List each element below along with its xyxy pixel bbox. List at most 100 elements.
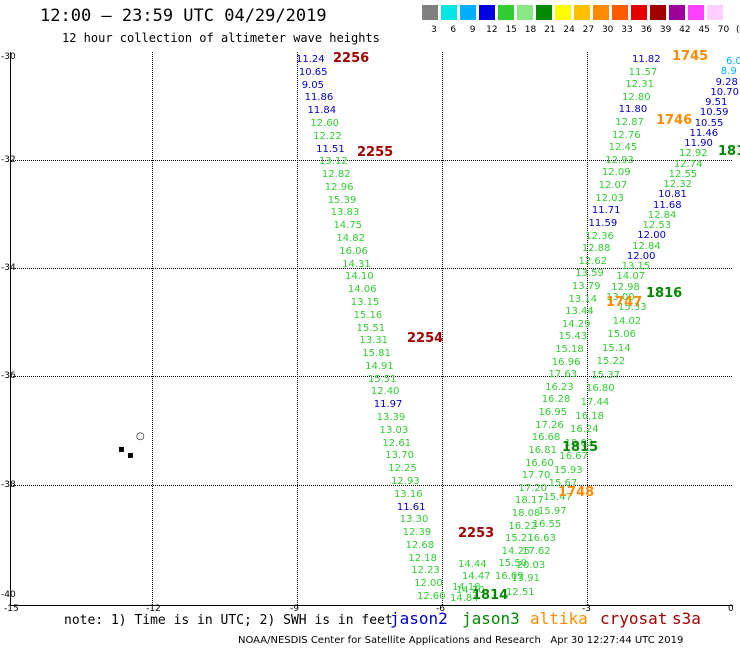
wave-height-value: 14.91 xyxy=(365,360,394,372)
legend-swatch xyxy=(422,5,438,20)
wave-height-value: 12.84 xyxy=(647,209,677,221)
wave-height-value: 16.63 xyxy=(527,532,556,544)
wave-height-value: 12.03 xyxy=(595,192,624,204)
wave-height-value: 12.36 xyxy=(585,230,614,242)
legend-label: 21 xyxy=(544,25,556,35)
wave-height-value: 14.07 xyxy=(616,271,646,283)
wave-height-value: 13.15 xyxy=(350,296,380,308)
longitude-gridline xyxy=(152,52,153,605)
island-marker: ▪ xyxy=(127,450,134,461)
wave-height-value: 11.82 xyxy=(632,54,661,65)
wave-height-value: 12.00 xyxy=(637,230,666,242)
wave-height-value: 12.92 xyxy=(679,148,708,160)
wave-height-value: 12.82 xyxy=(321,169,351,181)
legend-label: 33 xyxy=(621,25,633,35)
mission-jason3: jason3 xyxy=(462,609,520,628)
wave-height-value: 10.81 xyxy=(658,189,687,201)
legend-swatch xyxy=(631,5,647,20)
wave-height-value: 15.51 xyxy=(356,322,386,334)
lon-tick-label: -3 xyxy=(582,604,591,614)
legend-label: 3 xyxy=(431,25,437,35)
wave-height-value: 11.57 xyxy=(628,66,658,78)
wave-height-value: 18.03 xyxy=(564,437,594,449)
wave-height-value: 10.59 xyxy=(699,107,729,119)
legend-label: 9 xyxy=(469,25,476,35)
wave-height-value: 12.09 xyxy=(601,167,631,179)
wave-height-value: 14.18 xyxy=(452,582,481,593)
wave-height-value: 12.00 xyxy=(414,578,443,590)
wave-height-value: 17.63 xyxy=(548,369,578,381)
wave-height-value: 15.51 xyxy=(368,373,397,385)
wave-height-value: 10.70 xyxy=(710,86,739,98)
wave-height-value: 11.51 xyxy=(316,143,345,155)
wave-height-value: 11.68 xyxy=(652,199,682,211)
legend-swatch xyxy=(669,5,685,20)
wave-height-value: 13.00 xyxy=(606,292,635,303)
wave-height-value: 13.70 xyxy=(385,450,414,462)
pass-time-label: 1747 xyxy=(606,295,643,310)
wave-height-value: 11.84 xyxy=(307,105,337,117)
wave-height-value: 12.40 xyxy=(370,386,400,398)
wave-height-value: 13.39 xyxy=(376,412,406,423)
wave-height-value: 12.60 xyxy=(417,591,446,602)
wave-height-value: 12.55 xyxy=(668,168,698,180)
wave-height-value: 6.0 xyxy=(726,56,740,67)
longitude-gridline xyxy=(442,52,443,605)
pass-time-label: 2254 xyxy=(407,331,444,346)
wave-height-value: 13.15 xyxy=(621,261,651,273)
wave-height-value: 14.25 xyxy=(501,545,531,557)
wave-height-value: 18.08 xyxy=(511,507,541,519)
wave-height-value: 12.32 xyxy=(663,179,693,191)
latitude-gridline xyxy=(10,268,732,269)
wave-height-value: 16.24 xyxy=(570,424,599,436)
wave-height-value: 12.45 xyxy=(608,142,638,154)
legend-label: 15 xyxy=(505,25,517,35)
pass-time-label: 1815 xyxy=(562,440,599,455)
lat-tick-label: -40 xyxy=(1,590,16,600)
legend-label: 6 xyxy=(450,25,457,35)
lat-tick-label: -38 xyxy=(1,480,16,490)
wave-height-value: 17.70 xyxy=(521,470,551,482)
lon-tick-label: -12 xyxy=(146,604,161,614)
wave-height-value: 11.80 xyxy=(618,104,648,116)
wave-height-value: 17.62 xyxy=(522,546,551,558)
legend-label: 27 xyxy=(582,25,595,35)
footer-credit: NOAA/NESDIS Center for Satellite Applica… xyxy=(238,635,684,646)
pass-time-label: 1816 xyxy=(646,286,683,301)
legend-label: 42 xyxy=(679,25,691,35)
wave-height-value: 13.31 xyxy=(359,335,389,347)
wave-height-value: 13.79 xyxy=(571,280,601,292)
wave-height-value: 12.87 xyxy=(615,117,644,129)
wave-height-value: 12.62 xyxy=(578,255,608,267)
wave-height-value: 16.22 xyxy=(508,520,537,532)
wave-height-value: 12.23 xyxy=(411,565,440,577)
wave-height-value: 12.98 xyxy=(611,281,640,293)
wave-height-value: 13.44 xyxy=(565,306,594,318)
wave-height-value: 12.76 xyxy=(611,129,641,141)
wave-height-value: 16.55 xyxy=(532,519,562,531)
wave-height-value: 16.28 xyxy=(541,394,571,406)
wave-height-value: 14.82 xyxy=(336,233,365,244)
legend-swatch xyxy=(650,5,666,20)
legend-label: 30 xyxy=(601,25,614,35)
wave-height-value: 12.00 xyxy=(626,250,656,262)
lat-tick-label: -34 xyxy=(1,263,16,273)
wave-height-value: 15.33 xyxy=(618,302,647,313)
longitude-gridline xyxy=(587,52,588,605)
mission-altika: altika xyxy=(530,609,588,628)
island-marker: ▪ xyxy=(118,444,125,455)
pass-time-label: 1746 xyxy=(656,113,693,128)
legend-swatch xyxy=(707,5,723,20)
wave-height-value: 11.97 xyxy=(373,399,403,411)
legend-swatch xyxy=(574,5,590,20)
wave-height-value: 15.06 xyxy=(607,329,636,341)
legend-label: 36 xyxy=(640,25,653,35)
wave-height-value: 9.51 xyxy=(705,97,728,109)
wave-height-value: 14.44 xyxy=(458,559,487,570)
wave-height-value: 11.90 xyxy=(684,138,713,150)
wave-height-value: 14.75 xyxy=(333,220,363,232)
wave-height-value: 15.47 xyxy=(543,492,572,503)
wave-height-value: 15.97 xyxy=(538,505,567,517)
map-frame xyxy=(10,52,733,606)
wave-height-value: 14.47 xyxy=(462,571,491,582)
